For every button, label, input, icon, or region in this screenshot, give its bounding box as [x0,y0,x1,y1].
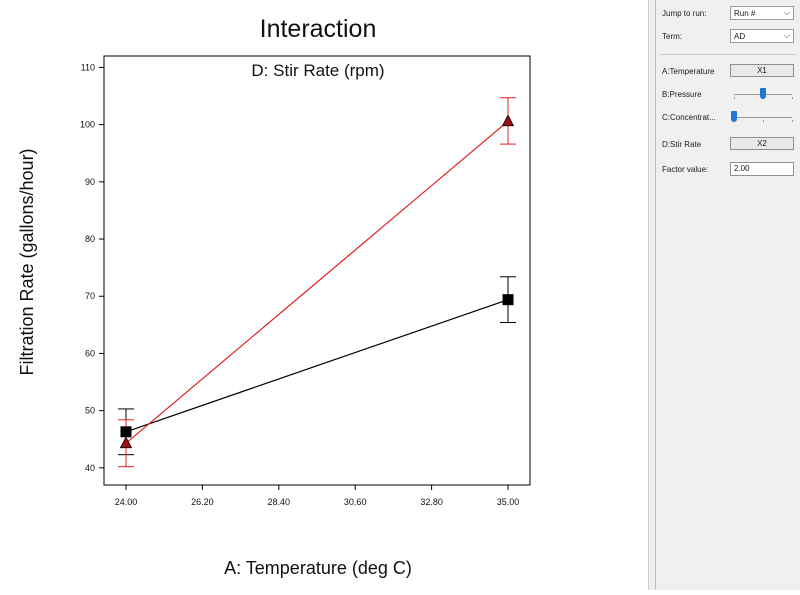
y-tick-label: 70 [85,291,95,301]
factor-label-d: D:Stir Rate [662,140,702,149]
factors-panel: Jump to run: Run # ⌵ Term: AD ⌵ A:Temper… [655,0,800,590]
data-point-triangle [501,114,515,127]
y-tick-label: 110 [81,62,95,72]
factor-row-d: D:Stir Rate X2 [662,137,796,153]
jump-to-run-row: Jump to run: Run # ⌵ [662,6,796,22]
y-tick-label: 60 [85,348,95,358]
chart-title: Interaction [260,15,377,43]
factor-row-b: B:Pressure [662,87,796,103]
x-tick-label: 26.20 [191,497,214,507]
x-tick-label: 28.40 [268,497,291,507]
data-point-triangle [119,436,133,449]
y-tick-label: 40 [85,463,95,473]
slider-tick [734,97,735,99]
term-row: Term: AD ⌵ [662,29,796,45]
y-tick-label: 90 [85,177,95,187]
factor-slider-track-c[interactable] [734,117,792,118]
panel-divider [660,54,796,55]
chart-subtitle: D: Stir Rate (rpm) [251,61,384,80]
slider-tick [792,120,793,122]
y-axis-label: Filtration Rate (gallons/hour) [17,148,37,375]
slider-tick [792,97,793,99]
factor-value-input[interactable]: 2.00 [730,162,794,176]
plot-area: Interaction D: Stir Rate (rpm) Filtratio… [17,15,531,578]
factor-label-a: A:Temperature [662,67,715,76]
factor-slider-thumb-c[interactable] [731,111,737,122]
jump-to-run-value: Run # [734,9,756,18]
x-tick-label: 35.00 [497,497,520,507]
jump-to-run-select[interactable]: Run # ⌵ [730,6,794,20]
chevron-down-icon: ⌵ [783,31,790,40]
x-tick-label: 30.60 [344,497,367,507]
y-tick-label: 80 [85,234,95,244]
factor-label-b: B:Pressure [662,90,702,99]
term-value: AD [734,32,746,41]
factor-row-a: A:Temperature X1 [662,64,796,80]
factor-axis-box-d[interactable]: X2 [730,137,794,150]
x-tick-label: 32.80 [420,497,443,507]
term-select[interactable]: AD ⌵ [730,29,794,43]
plot-frame [103,55,531,486]
factor-value-row: Factor value: 2.00 [662,162,796,178]
data-point-square [120,426,132,438]
splitter[interactable] [648,0,655,590]
chevron-down-icon: ⌵ [783,8,790,17]
x-axis-label: A: Temperature (deg C) [224,558,412,578]
jump-to-run-label: Jump to run: [662,9,707,18]
factor-axis-box-a[interactable]: X1 [730,64,794,77]
y-tick-label: 100 [80,120,95,130]
factor-label-c: C:Concentrat... [662,113,716,122]
series-line-square [125,299,509,433]
data-point-square [502,294,514,306]
factor-row-c: C:Concentrat... [662,110,796,126]
term-label: Term: [662,32,682,41]
slider-tick [763,120,764,122]
factor-value-label: Factor value: [662,165,709,174]
series-line-triangle [125,120,509,444]
interaction-chart: Interaction D: Stir Rate (rpm) Filtratio… [17,15,531,578]
x-tick-label: 24.00 [115,497,138,507]
y-tick-label: 50 [85,406,95,416]
factor-slider-thumb-b[interactable] [760,88,766,99]
